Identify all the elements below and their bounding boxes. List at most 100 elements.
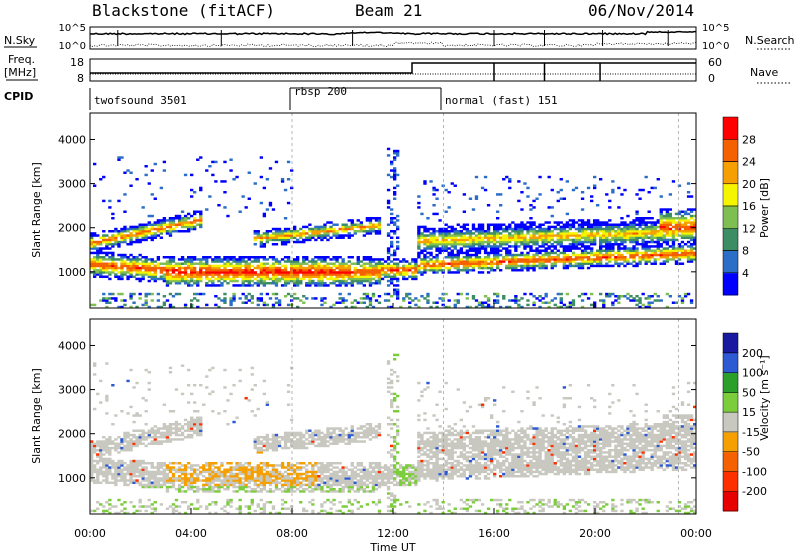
velocity-cell	[278, 440, 281, 442]
velocity-cell	[281, 490, 284, 492]
power-cell	[657, 239, 660, 241]
power-cell	[366, 230, 369, 232]
velocity-cell	[205, 479, 208, 481]
velocity-cell	[190, 479, 193, 481]
power-cell	[326, 221, 329, 223]
power-cell	[275, 267, 278, 269]
power-cell	[435, 302, 438, 304]
power-cell	[490, 232, 493, 234]
power-cell	[260, 280, 263, 282]
power-cell	[451, 265, 454, 267]
power-cell	[551, 239, 554, 241]
power-cell	[590, 200, 593, 202]
power-cell	[384, 273, 387, 275]
velocity-cell	[114, 438, 117, 440]
power-cell	[548, 252, 551, 254]
power-cell	[590, 260, 593, 262]
power-cell	[542, 250, 545, 252]
power-cell	[190, 267, 193, 269]
velocity-cell	[105, 477, 108, 479]
power-cell	[226, 258, 229, 260]
power-cell	[396, 295, 399, 297]
power-cell	[342, 273, 345, 275]
power-cell	[648, 254, 651, 256]
power-cell	[314, 297, 317, 299]
power-cell	[557, 243, 560, 245]
power-cell	[451, 250, 454, 252]
power-cell	[314, 228, 317, 230]
power-cell	[481, 245, 484, 247]
power-cell	[490, 245, 493, 247]
velocity-cell	[108, 451, 111, 453]
power-cell	[145, 228, 148, 230]
velocity-cell	[272, 447, 275, 449]
power-cell	[208, 278, 211, 280]
power-cell	[426, 230, 429, 232]
velocity-cell	[281, 484, 284, 486]
velocity-cell	[275, 471, 278, 473]
power-cell	[151, 263, 154, 265]
power-cell	[411, 258, 414, 260]
power-cell	[663, 228, 666, 230]
velocity-cell	[132, 430, 135, 432]
power-cell	[690, 234, 693, 236]
velocity-cell	[235, 508, 238, 510]
power-cell	[469, 258, 472, 260]
velocity-cell	[166, 438, 169, 440]
velocity-cell	[105, 471, 108, 473]
power-cell	[342, 267, 345, 269]
power-cell	[426, 217, 429, 219]
power-cell	[163, 224, 166, 226]
power-cell	[275, 230, 278, 232]
power-cell	[581, 226, 584, 228]
power-cell	[611, 254, 614, 256]
power-cell	[145, 265, 148, 267]
power-cell	[593, 226, 596, 228]
power-cell	[96, 263, 99, 265]
velocity-cell	[129, 477, 132, 479]
power-cell	[642, 221, 645, 223]
power-cell	[369, 278, 372, 280]
power-cell	[666, 232, 669, 234]
power-cell	[105, 245, 108, 247]
power-cell	[511, 269, 514, 271]
power-cell	[366, 263, 369, 265]
power-cell	[496, 293, 499, 295]
power-cell	[575, 237, 578, 239]
power-cell	[323, 226, 326, 228]
velocity-cell	[284, 477, 287, 479]
power-cell	[299, 271, 302, 273]
power-cell	[393, 172, 396, 174]
velocity-cell	[223, 410, 226, 412]
velocity-cell	[211, 391, 214, 393]
power-cell	[499, 269, 502, 271]
velocity-cell	[169, 423, 172, 425]
power-cell	[511, 299, 514, 301]
power-cell	[411, 267, 414, 269]
power-cell	[475, 265, 478, 267]
power-cell	[605, 265, 608, 267]
velocity-cell	[272, 475, 275, 477]
power-cell	[187, 265, 190, 267]
power-cell	[111, 258, 114, 260]
velocity-cell	[145, 473, 148, 475]
power-cell	[293, 228, 296, 230]
velocity-cell	[99, 456, 102, 458]
velocity-cell	[190, 475, 193, 477]
power-cell	[587, 267, 590, 269]
power-cell	[463, 243, 466, 245]
power-cell	[602, 230, 605, 232]
power-cell	[642, 258, 645, 260]
power-cell	[184, 263, 187, 265]
power-cell	[657, 232, 660, 234]
velocity-cell	[139, 501, 142, 503]
power-cell	[254, 271, 257, 273]
power-cell	[372, 265, 375, 267]
power-cell	[587, 221, 590, 223]
power-cell	[93, 304, 96, 306]
power-cell	[293, 232, 296, 234]
velocity-cell	[199, 471, 202, 473]
velocity-cell	[187, 430, 190, 432]
power-cell	[378, 271, 381, 273]
power-cell	[181, 258, 184, 260]
